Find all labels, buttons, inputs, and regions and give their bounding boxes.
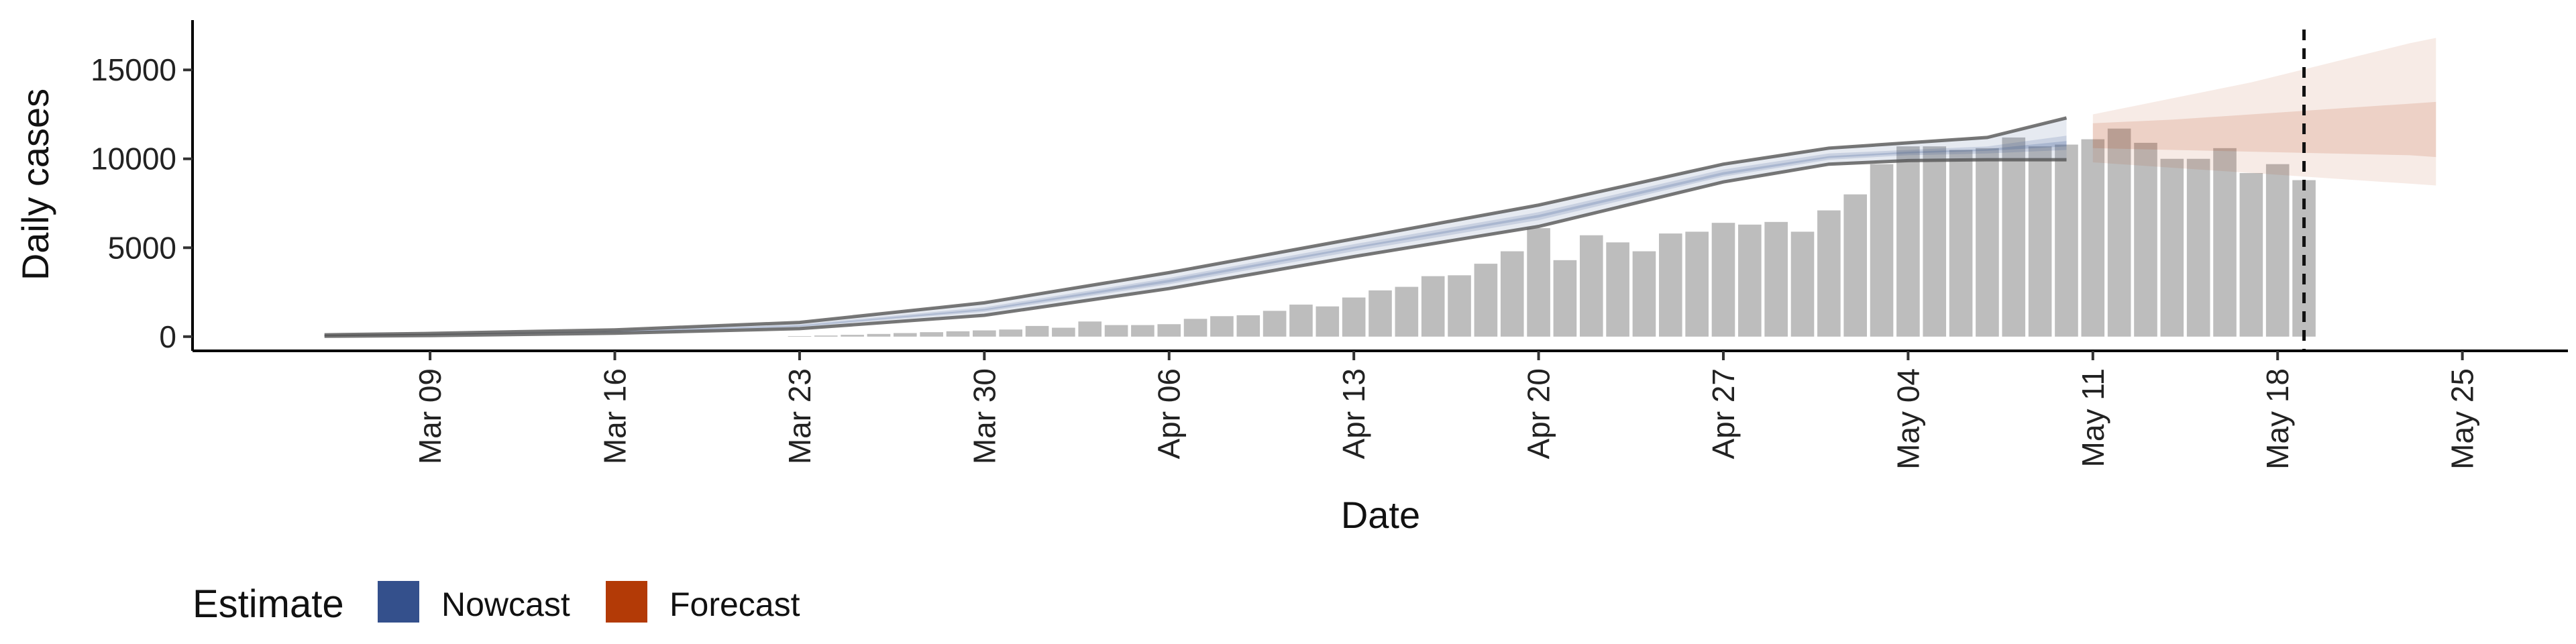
x-tick-label-2020-05-04: May 04 — [1890, 368, 1925, 470]
bar-2020-05-05 — [1923, 146, 1947, 337]
legend-swatch-forecast — [606, 581, 647, 623]
x-tick-label-2020-04-13: Apr 13 — [1336, 368, 1371, 460]
bar-2020-03-27 — [893, 333, 917, 337]
bar-2020-03-31 — [999, 329, 1022, 337]
bar-2020-05-02 — [1843, 194, 1868, 337]
bar-2020-03-24 — [814, 335, 838, 337]
bar-2020-04-03 — [1078, 321, 1102, 337]
bar-2020-03-28 — [920, 332, 943, 337]
bar-2020-05-12 — [2107, 128, 2131, 337]
bar-2020-04-05 — [1131, 325, 1155, 337]
bar-2020-04-22 — [1579, 235, 1603, 337]
x-tick-label-2020-04-20: Apr 20 — [1521, 368, 1556, 460]
y-tick-label-15000: 15000 — [91, 52, 176, 87]
bar-2020-04-16 — [1421, 276, 1445, 337]
bar-2020-03-26 — [867, 333, 891, 337]
legend: Estimate Nowcast Forecast — [193, 581, 800, 626]
reported-cases-bars — [788, 128, 2316, 337]
legend-label-forecast: Forecast — [669, 586, 800, 623]
forecast-band-90 — [2092, 38, 2436, 186]
legend-label-nowcast: Nowcast — [441, 586, 570, 623]
nowcast-upper-line — [324, 116, 2068, 337]
bar-2020-05-09 — [2028, 146, 2052, 337]
bar-2020-04-07 — [1183, 319, 1208, 337]
bar-2020-04-10 — [1263, 311, 1287, 337]
x-tick-label-2020-03-30: Mar 30 — [967, 368, 1002, 464]
bar-2020-04-24 — [1632, 251, 1656, 337]
bar-2020-05-10 — [2055, 144, 2078, 337]
x-axis-title: Date — [1341, 494, 1420, 536]
bar-2020-05-08 — [2002, 137, 2026, 337]
y-tick-label-0: 0 — [159, 319, 176, 354]
x-tick-label-2020-05-25: May 25 — [2445, 368, 2480, 470]
bar-2020-03-30 — [973, 330, 996, 337]
axes: 0 5000 10000 15000 Mar 09 Mar 16 Mar 23 Mar 30 A… — [91, 20, 2568, 470]
bar-2020-05-17 — [2239, 172, 2263, 337]
x-tick-label-2020-04-27: Apr 27 — [1706, 368, 1741, 460]
bar-2020-04-28 — [1738, 224, 1762, 337]
x-tick-label-2020-05-18: May 18 — [2260, 368, 2295, 470]
bar-2020-03-29 — [946, 331, 970, 337]
x-tick-label-2020-03-09: Mar 09 — [413, 368, 447, 464]
bar-2020-03-25 — [841, 335, 864, 337]
bar-2020-05-01 — [1817, 210, 1841, 337]
x-tick-label-2020-04-06: Apr 06 — [1152, 368, 1187, 460]
bar-2020-04-26 — [1685, 231, 1709, 337]
bar-2020-05-13 — [2134, 142, 2157, 337]
bar-2020-04-17 — [1448, 275, 1471, 337]
bar-2020-05-03 — [1870, 164, 1894, 337]
bar-2020-04-11 — [1289, 305, 1313, 337]
bar-2020-05-18 — [2265, 164, 2290, 337]
bar-2020-04-20 — [1527, 228, 1550, 337]
bar-2020-04-21 — [1553, 260, 1577, 337]
bar-2020-04-19 — [1500, 251, 1524, 337]
y-axis-title: Daily cases — [14, 89, 56, 280]
legend-swatch-nowcast — [378, 581, 419, 623]
bar-2020-04-27 — [1711, 223, 1735, 337]
bar-2020-04-01 — [1025, 325, 1049, 337]
bar-2020-04-06 — [1157, 324, 1181, 337]
x-tick-label-2020-03-16: Mar 16 — [598, 368, 633, 464]
bar-2020-05-04 — [1896, 146, 1920, 337]
bar-2020-05-07 — [1976, 148, 1999, 337]
forecast-band-50 — [2092, 101, 2436, 158]
y-tick-label-10000: 10000 — [91, 142, 176, 176]
bar-2020-05-14 — [2160, 158, 2184, 337]
bar-2020-05-15 — [2186, 158, 2210, 337]
bar-2020-05-06 — [1949, 150, 1973, 337]
bar-2020-03-23 — [788, 336, 812, 337]
bar-2020-04-15 — [1395, 286, 1419, 337]
bar-2020-04-30 — [1790, 231, 1815, 337]
y-tick-label-5000: 5000 — [108, 230, 176, 265]
bar-2020-05-16 — [2213, 148, 2237, 337]
bar-2020-04-29 — [1764, 221, 1788, 337]
bar-2020-05-11 — [2081, 139, 2105, 337]
nowcast-lower-line — [324, 158, 2067, 338]
legend-title: Estimate — [193, 582, 344, 626]
bar-2020-04-13 — [1342, 297, 1366, 337]
bar-2020-04-02 — [1052, 327, 1075, 337]
bar-2020-04-04 — [1104, 325, 1128, 337]
bar-2020-04-12 — [1316, 306, 1340, 337]
estimate-bands — [324, 38, 2436, 338]
bar-2020-04-09 — [1236, 315, 1260, 337]
bar-2020-04-08 — [1210, 316, 1234, 337]
bar-2020-04-18 — [1474, 264, 1498, 337]
x-tick-label-2020-05-11: May 11 — [2076, 368, 2110, 467]
x-tick-label-2020-03-23: Mar 23 — [782, 368, 817, 464]
bar-2020-04-14 — [1368, 290, 1392, 337]
bar-2020-04-23 — [1606, 242, 1629, 337]
nowcast-band-50 — [324, 136, 2067, 336]
bar-2020-04-25 — [1658, 233, 1682, 337]
